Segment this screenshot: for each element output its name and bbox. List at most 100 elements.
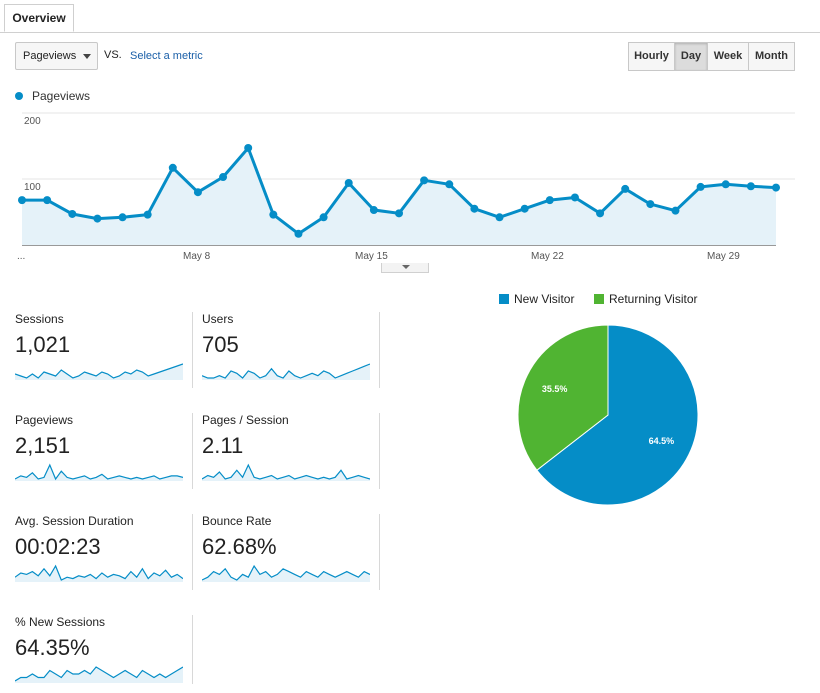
data-point	[696, 182, 705, 191]
scorecard-pageviews[interactable]: Pageviews 2,151	[15, 413, 185, 491]
scorecard-label: Users	[202, 312, 234, 326]
scorecard-avg-session-duration[interactable]: Avg. Session Duration 00:02:23	[15, 514, 185, 592]
x-tick-may15: May 15	[355, 251, 388, 262]
card-divider	[192, 615, 193, 684]
pie-slice-returning-visitor	[517, 324, 609, 471]
sparkline-line	[15, 564, 183, 581]
data-point	[671, 206, 680, 215]
hourly-button[interactable]: Hourly	[628, 42, 675, 71]
scorecard-label: Avg. Session Duration	[15, 514, 134, 528]
data-point	[369, 206, 378, 215]
scorecard-sessions[interactable]: Sessions 1,021	[15, 312, 185, 390]
scorecard-value: 2,151	[15, 433, 71, 458]
visitor-pie-chart[interactable]: 64.5% 35.5%	[508, 315, 708, 515]
data-point	[244, 143, 253, 152]
sparkline-area	[15, 667, 183, 683]
data-point	[43, 196, 52, 205]
sparkline-area	[15, 364, 183, 380]
sparkline	[15, 666, 183, 683]
vs-label: VS.	[104, 49, 122, 61]
data-point	[344, 178, 353, 187]
chevron-down-icon	[402, 265, 410, 269]
data-point	[193, 188, 202, 197]
data-point	[319, 213, 328, 222]
x-tick-may29: May 29	[707, 251, 740, 262]
tab-bar	[0, 0, 820, 33]
pageviews-legend-label[interactable]: Pageviews	[32, 89, 91, 103]
tab-overview[interactable]: Overview	[4, 4, 74, 32]
collapse-chart-toggle[interactable]	[381, 263, 429, 273]
sparkline-area	[15, 465, 183, 481]
scorecard-value: 705	[202, 332, 239, 357]
scorecard-value: 00:02:23	[15, 534, 101, 559]
scorecard-value: 1,021	[15, 332, 71, 357]
pie-slice-new-visitor	[536, 324, 699, 506]
pageviews-chart[interactable]	[0, 105, 820, 265]
data-point	[118, 213, 127, 222]
scorecard-label: Pageviews	[15, 413, 74, 427]
sparkline-line	[15, 363, 183, 379]
card-divider	[192, 413, 193, 489]
metric-dropdown[interactable]: Pageviews	[15, 42, 98, 70]
scorecard-value: 2.11	[202, 433, 244, 458]
scorecard-bounce-rate[interactable]: Bounce Rate 62.68%	[202, 514, 372, 592]
metric-dropdown-label: Pageviews	[23, 50, 77, 62]
sparkline-line	[202, 564, 370, 581]
card-divider	[379, 312, 380, 388]
data-point	[420, 176, 429, 185]
y-tick-100: 100	[24, 182, 41, 193]
scorecard-label: Sessions	[15, 312, 64, 326]
chevron-down-icon	[83, 54, 91, 59]
sparkline-area	[202, 465, 370, 481]
data-point	[646, 200, 655, 209]
sparkline-line	[15, 666, 183, 682]
data-point	[143, 210, 152, 219]
card-divider	[192, 312, 193, 388]
data-point	[621, 184, 630, 193]
new-visitor-swatch	[499, 294, 509, 304]
month-button[interactable]: Month	[748, 42, 795, 71]
data-point	[68, 209, 77, 218]
week-button[interactable]: Week	[707, 42, 749, 71]
data-point	[269, 210, 278, 219]
data-point	[545, 196, 554, 205]
data-point	[596, 209, 605, 218]
sparkline	[202, 463, 370, 481]
sparkline-area	[202, 364, 370, 380]
scorecard-value: 64.35%	[15, 635, 90, 660]
scorecard-pages-per-session[interactable]: Pages / Session 2.11	[202, 413, 372, 491]
scorecard-label: Pages / Session	[202, 413, 289, 427]
pageviews-legend-dot	[15, 92, 23, 100]
sparkline	[202, 363, 370, 380]
scorecard-label: % New Sessions	[15, 615, 106, 629]
select-metric-link[interactable]: Select a metric	[130, 50, 203, 62]
scorecard-users[interactable]: Users 705	[202, 312, 372, 390]
sparkline-line	[202, 363, 370, 379]
legend-returning-visitor[interactable]: Returning Visitor	[609, 292, 698, 306]
scorecard-label: Bounce Rate	[202, 514, 272, 528]
pie-slice-label: 64.5%	[649, 436, 675, 446]
card-divider	[192, 514, 193, 590]
scorecard-new-sessions[interactable]: % New Sessions 64.35%	[15, 615, 185, 693]
data-point	[520, 204, 529, 213]
sparkline	[15, 463, 183, 481]
data-point	[570, 193, 579, 202]
y-tick-200: 200	[24, 116, 41, 127]
x-tick-start: ...	[17, 251, 26, 262]
day-button[interactable]: Day	[674, 42, 708, 71]
legend-new-visitor[interactable]: New Visitor	[514, 292, 575, 306]
pie-slice-label: 35.5%	[542, 384, 568, 394]
x-tick-may22: May 22	[531, 251, 564, 262]
sparkline	[15, 564, 183, 582]
data-point	[294, 229, 303, 238]
sparkline-line	[202, 463, 370, 480]
sparkline-line	[15, 463, 183, 481]
card-divider	[379, 514, 380, 590]
card-divider	[379, 413, 380, 489]
sparkline	[15, 363, 183, 380]
data-point	[746, 182, 755, 191]
scorecard-value: 62.68%	[202, 534, 277, 559]
data-point	[18, 196, 26, 205]
data-point	[495, 213, 504, 222]
series-area	[22, 148, 776, 245]
